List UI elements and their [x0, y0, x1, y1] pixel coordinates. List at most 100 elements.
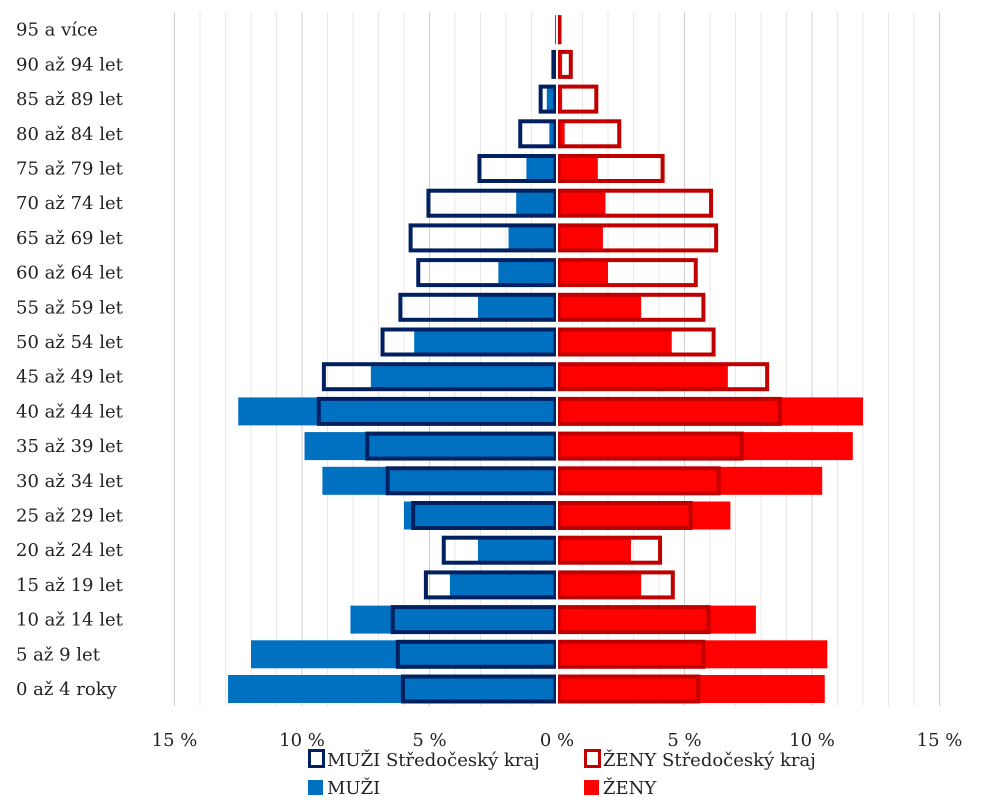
bar-zeny-stredocesky-5 [556, 501, 693, 530]
bar-muzi-4 [477, 536, 557, 565]
bar-zeny-7 [557, 432, 853, 461]
bar-zeny-stredocesky-14 [556, 188, 714, 218]
category-label: 65 až 69 let [16, 228, 124, 249]
category-label: 50 až 54 let [16, 332, 124, 353]
bar-zeny-stredocesky-11 [556, 292, 706, 322]
legend-label: ŽENY [603, 776, 657, 799]
bar-zeny-stredocesky-19 [556, 15, 562, 45]
bar-muzi-stredocesky-15 [477, 154, 558, 183]
bar-muzi-17 [546, 85, 557, 114]
bar-zeny-12 [557, 258, 608, 287]
category-label: 80 až 84 let [16, 124, 124, 145]
bar-zeny-stredocesky-9 [556, 362, 770, 392]
category-label: 60 až 64 let [16, 263, 124, 284]
bar-zeny-stredocesky-6 [556, 466, 721, 496]
category-label: 10 až 14 let [16, 610, 124, 631]
bar-muzi-stredocesky-11 [398, 292, 558, 322]
category-label: 40 až 44 let [16, 401, 124, 422]
category-label: 25 až 29 let [16, 506, 124, 527]
bar-muzi-3 [449, 570, 557, 599]
category-label: 95 a více [16, 20, 98, 41]
bar-muzi-7 [304, 432, 557, 461]
bar-zeny-6 [557, 466, 823, 495]
bar-zeny-stredocesky-15 [556, 154, 665, 183]
category-label: 85 až 89 let [16, 89, 124, 110]
bar-muzi-stredocesky-18 [551, 49, 558, 79]
bar-muzi-9 [370, 362, 557, 391]
bar-muzi-stredocesky-1 [395, 639, 558, 669]
bar-muzi-16 [549, 119, 557, 148]
bar-muzi-15 [526, 154, 557, 183]
bar-muzi-2 [350, 605, 557, 634]
bar-muzi-0 [228, 675, 558, 703]
category-label: 70 až 74 let [16, 193, 124, 214]
bar-muzi-stredocesky-14 [426, 188, 558, 218]
bar-muzi-11 [477, 293, 557, 322]
bar-zeny-stredocesky-13 [556, 223, 719, 253]
bar-zeny-15 [557, 154, 598, 183]
category-label: 55 až 59 let [16, 297, 124, 318]
bar-muzi-5 [404, 501, 557, 530]
category-label: 30 až 34 let [16, 471, 124, 492]
bar-zeny-stredocesky-18 [556, 49, 573, 79]
legend-label: ŽENY Středočeský kraj [603, 748, 816, 771]
legend-label: MUŽI [327, 776, 380, 799]
category-label: 35 až 39 let [16, 436, 124, 457]
legend-swatch [308, 749, 325, 768]
bar-zeny-stredocesky-7 [556, 431, 744, 461]
legend-swatch [308, 780, 323, 795]
bar-muzi-stredocesky-9 [321, 362, 558, 392]
bar-muzi-14 [516, 189, 557, 218]
x-tick-label: 15 % [152, 730, 198, 751]
legend-swatch [584, 749, 601, 768]
category-label: 15 až 19 let [16, 575, 124, 596]
x-tick-label: 5 % [412, 730, 446, 751]
bar-muzi-stredocesky-6 [385, 466, 558, 496]
bar-zeny-stredocesky-10 [556, 327, 716, 357]
category-label: 90 až 94 let [16, 54, 124, 75]
bar-muzi-stredocesky-13 [408, 223, 558, 253]
bar-muzi-10 [414, 328, 557, 356]
bar-zeny-13 [557, 223, 603, 252]
bar-zeny-9 [557, 362, 728, 391]
bar-muzi-stredocesky-0 [400, 674, 558, 704]
bar-zeny-8 [557, 397, 863, 426]
x-tick-label: 0 % [540, 730, 574, 751]
bar-zeny-10 [557, 328, 672, 356]
bar-zeny-stredocesky-4 [556, 535, 663, 565]
bar-zeny-stredocesky-1 [556, 639, 706, 669]
x-tick-label: 10 % [279, 730, 325, 751]
category-label: 75 až 79 let [16, 159, 124, 180]
bar-muzi-12 [498, 258, 557, 287]
bar-zeny-4 [557, 536, 631, 565]
bar-muzi-stredocesky-4 [441, 535, 558, 565]
bar-zeny-2 [557, 605, 756, 634]
bar-zeny-5 [557, 501, 731, 530]
bar-zeny-14 [557, 189, 606, 218]
category-label: 5 až 9 let [16, 644, 101, 665]
x-tick-label: 10 % [789, 730, 835, 751]
bar-zeny-3 [557, 570, 642, 599]
bar-muzi-1 [251, 640, 557, 669]
bar-muzi-stredocesky-12 [416, 258, 558, 288]
bar-zeny-stredocesky-12 [556, 258, 698, 288]
bar-zeny-stredocesky-2 [556, 605, 711, 635]
bar-muzi-stredocesky-7 [365, 431, 558, 461]
bar-zeny-11 [557, 293, 642, 322]
x-tick-label: 5 % [667, 730, 701, 751]
legend-label: MUŽI Středočeský kraj [327, 748, 540, 771]
bar-zeny-stredocesky-17 [556, 84, 599, 114]
bar-muzi-8 [238, 397, 557, 426]
legend-swatch [584, 780, 599, 795]
bar-muzi-13 [508, 223, 557, 252]
bar-muzi-stredocesky-2 [390, 605, 558, 635]
legend: MUŽI Středočeský kraj ŽENY Středočeský kr… [308, 748, 816, 799]
bar-zeny-stredocesky-8 [556, 396, 782, 426]
bar-muzi-6 [322, 466, 557, 495]
category-label: 20 až 24 let [16, 540, 124, 561]
bar-muzi-stredocesky-10 [380, 327, 558, 357]
category-label: 0 až 4 roky [16, 679, 118, 700]
bar-muzi-stredocesky-5 [411, 501, 558, 530]
category-label: 45 až 49 let [16, 367, 124, 388]
x-tick-label: 15 % [917, 730, 963, 751]
